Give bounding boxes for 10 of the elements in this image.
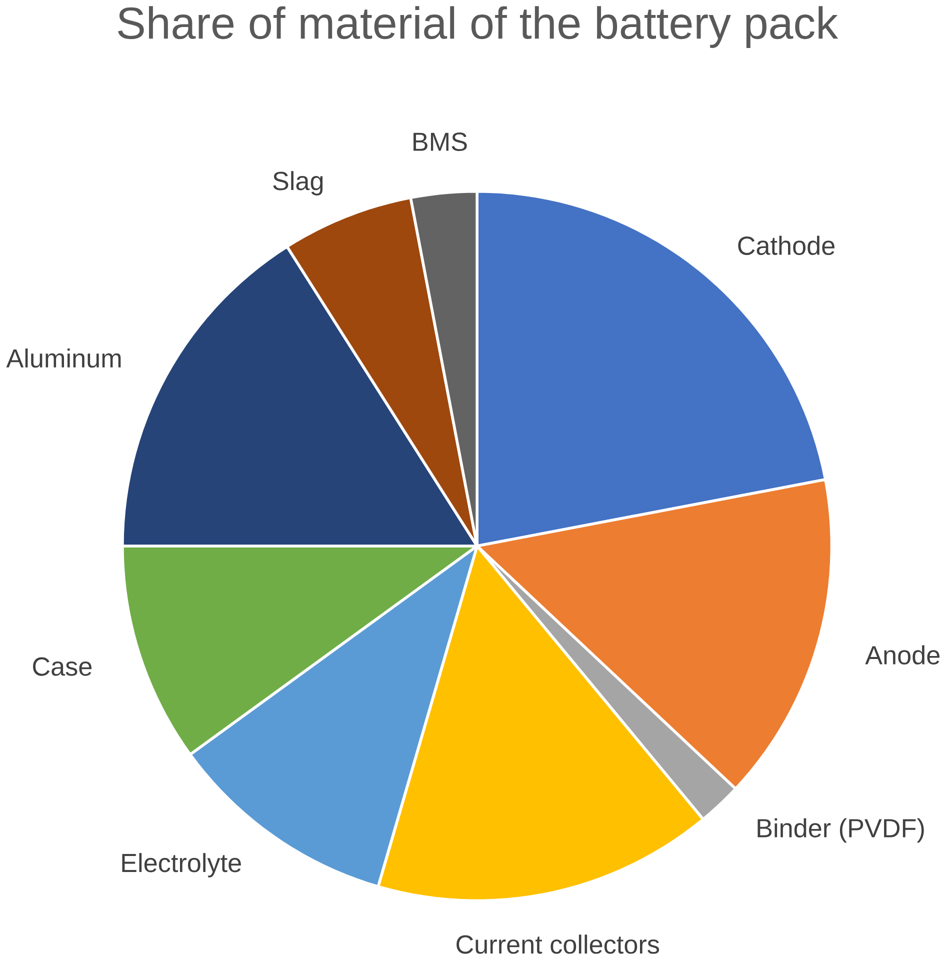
chart-title: Share of material of the battery pack bbox=[118, 6, 838, 48]
slice-label: BMS bbox=[414, 132, 467, 152]
slice-label: Cathode bbox=[738, 236, 835, 256]
slice-label: Aluminum bbox=[6, 348, 121, 368]
slice-label: Electrolyte bbox=[122, 853, 242, 878]
slice-label: Current collectors bbox=[456, 934, 660, 954]
slice-label: Case bbox=[33, 657, 92, 676]
slice-label: Anode bbox=[865, 645, 940, 664]
slice-label: Slag bbox=[273, 171, 323, 196]
slice-label: Binder (PVDF) bbox=[758, 818, 924, 843]
